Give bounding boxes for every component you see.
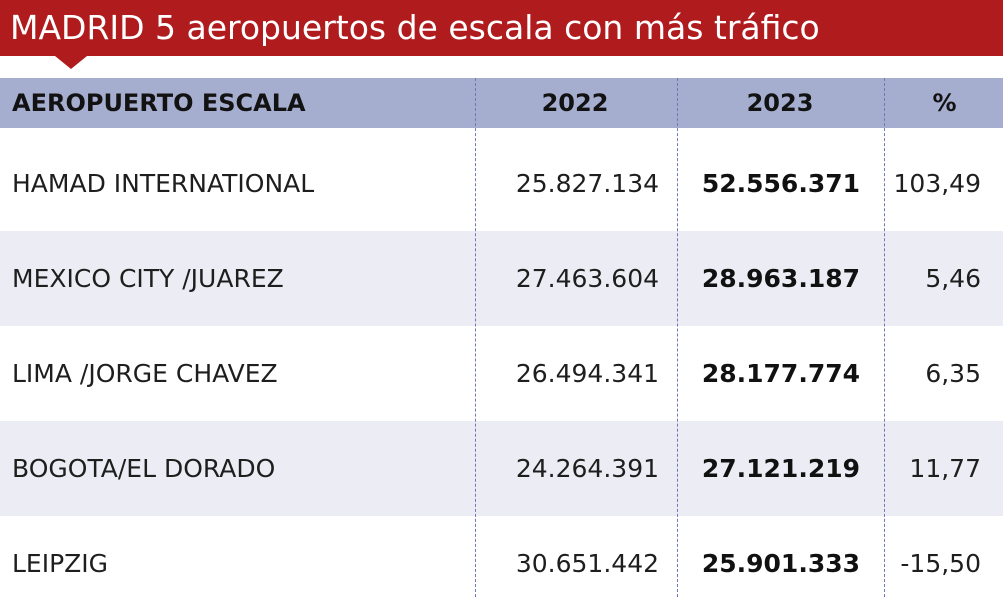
airport-name: MEXICO CITY /JUAREZ bbox=[12, 264, 284, 293]
column-divider bbox=[677, 78, 678, 597]
title-pointer bbox=[55, 56, 87, 69]
airport-name: LEIPZIG bbox=[12, 549, 109, 578]
airport-name: BOGOTA/EL DORADO bbox=[12, 454, 276, 483]
table-header: AEROPUERTO ESCALA 2022 2023 % bbox=[0, 78, 1003, 128]
value-2023: 52.556.371 bbox=[701, 169, 860, 198]
header-2023: 2023 bbox=[746, 89, 814, 117]
table-row: LEIPZIG 30.651.442 25.901.333 -15,50 bbox=[0, 516, 1003, 597]
value-percent: 5,46 bbox=[925, 264, 981, 293]
table-row: HAMAD INTERNATIONAL 25.827.134 52.556.37… bbox=[0, 136, 1003, 231]
table-row: BOGOTA/EL DORADO 24.264.391 27.121.219 1… bbox=[0, 421, 1003, 516]
value-percent: 11,77 bbox=[909, 454, 981, 483]
airport-name: HAMAD INTERNATIONAL bbox=[12, 169, 315, 198]
value-2022: 24.264.391 bbox=[515, 454, 659, 483]
header-2022: 2022 bbox=[541, 89, 609, 117]
value-percent: -15,50 bbox=[900, 549, 981, 578]
value-percent: 6,35 bbox=[925, 359, 981, 388]
table-title: MADRID 5 aeropuertos de escala con más t… bbox=[0, 0, 1003, 56]
column-divider bbox=[884, 78, 885, 597]
table-row: LIMA /JORGE CHAVEZ 26.494.341 28.177.774… bbox=[0, 326, 1003, 421]
value-2022: 27.463.604 bbox=[515, 264, 659, 293]
value-2022: 26.494.341 bbox=[515, 359, 659, 388]
header-percent: % bbox=[932, 89, 957, 117]
value-2022: 30.651.442 bbox=[515, 549, 659, 578]
header-airport: AEROPUERTO ESCALA bbox=[12, 89, 306, 117]
value-2023: 28.963.187 bbox=[701, 264, 860, 293]
airport-name: LIMA /JORGE CHAVEZ bbox=[12, 359, 278, 388]
value-percent: 103,49 bbox=[893, 169, 981, 198]
column-divider bbox=[475, 78, 476, 597]
value-2023: 25.901.333 bbox=[701, 549, 860, 578]
value-2023: 28.177.774 bbox=[701, 359, 860, 388]
value-2023: 27.121.219 bbox=[701, 454, 860, 483]
table-row: MEXICO CITY /JUAREZ 27.463.604 28.963.18… bbox=[0, 231, 1003, 326]
value-2022: 25.827.134 bbox=[515, 169, 659, 198]
